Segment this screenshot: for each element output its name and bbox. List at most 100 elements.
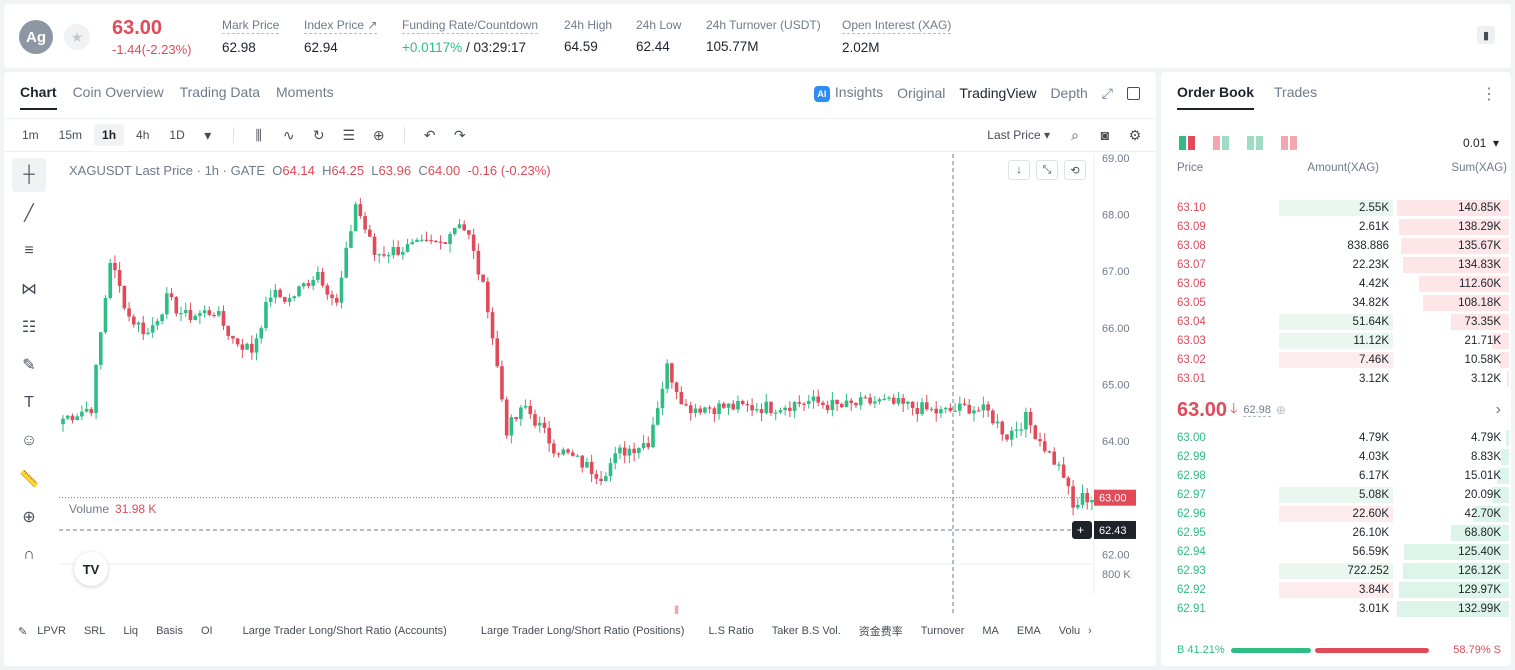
legend-symbol: XAGUSDT Last Price · 1h · GATE — [69, 163, 266, 178]
crosshair-icon[interactable]: ┼ — [12, 158, 46, 192]
templates-icon[interactable]: ☰ — [342, 126, 356, 143]
gear-icon[interactable]: ⚙ — [1128, 126, 1142, 143]
bid-row[interactable]: 62.95 26.10K 68.80K — [1161, 524, 1511, 543]
indicator-funding[interactable]: 资金费率 — [858, 626, 903, 638]
ask-row[interactable]: 63.08 838.886 135.67K — [1161, 237, 1511, 256]
candle-body — [722, 403, 726, 408]
indicator-lt-accounts[interactable]: Large Trader Long/Short Ratio (Accounts) — [242, 625, 447, 637]
indicator-basis[interactable]: Basis — [156, 625, 183, 637]
y-tick-label: 64.00 — [1102, 436, 1130, 448]
precision-select[interactable]: 0.01 ▾ — [1462, 136, 1499, 150]
chevron-right-icon[interactable]: › — [1088, 625, 1092, 637]
candlestick-chart[interactable]: 69.00 68.00 67.00 66.00 65.00 64.00 62.00 800 K… — [59, 154, 1154, 614]
replay-icon[interactable]: ↻ — [312, 126, 325, 143]
ask-row[interactable]: 63.10 2.55K 140.85K — [1161, 199, 1511, 218]
text-icon[interactable]: T — [24, 394, 34, 411]
view-tradingview[interactable]: TradingView — [959, 85, 1037, 101]
bid-row[interactable]: 62.93 722.252 126.12K — [1161, 562, 1511, 581]
view-depth[interactable]: Depth — [1050, 85, 1088, 101]
candle-type-icon[interactable]: ⫼ — [255, 126, 262, 143]
bid-row[interactable]: 62.96 22.60K 42.70K — [1161, 505, 1511, 524]
indicator-ma[interactable]: MA — [982, 625, 999, 637]
timeframe-4h[interactable]: 4h — [136, 128, 150, 142]
layout-asks-icon[interactable] — [1281, 136, 1297, 150]
bid-row[interactable]: 62.97 5.08K 20.09K — [1161, 486, 1511, 505]
bid-row[interactable]: 62.92 3.84K 129.97K — [1161, 581, 1511, 600]
ask-row[interactable]: 63.07 22.23K 134.83K — [1161, 256, 1511, 275]
channel-icon[interactable]: ≡ — [24, 242, 34, 259]
tradingview-logo-icon[interactable]: TV — [74, 552, 108, 586]
indicator-liq[interactable]: Liq — [123, 625, 139, 637]
ask-row[interactable]: 63.06 4.42K 112.60K — [1161, 275, 1511, 294]
ask-row[interactable]: 63.04 51.64K 73.35K — [1161, 313, 1511, 332]
collapse-icon[interactable]: ⤡ — [1036, 160, 1058, 180]
bid-row[interactable]: 63.00 4.79K 4.79K — [1161, 429, 1511, 448]
stat-open-interest[interactable]: Open Interest (XAG) 2.02M — [842, 18, 952, 55]
indicator-srl[interactable]: SRL — [83, 625, 106, 637]
indicator-lpvr[interactable]: LPVR — [37, 625, 66, 637]
indicator-oi[interactable]: OI — [200, 625, 213, 637]
mid-price-row[interactable]: 63.00 🡓 62.98 ⊕ › — [1177, 398, 1501, 422]
alert-add-icon[interactable]: ⊕ — [372, 126, 385, 143]
favorite-star-icon[interactable]: ★ — [64, 24, 90, 50]
timeframe-15m[interactable]: 15m — [58, 128, 83, 142]
indicator-taker-vol[interactable]: Taker B.S Vol. — [771, 625, 841, 637]
undo-icon[interactable]: ↶ — [423, 126, 436, 143]
indicator-ls-ratio[interactable]: L.S Ratio — [708, 625, 754, 637]
timeframe-dropdown-icon[interactable]: ▾ — [204, 126, 212, 143]
candle-body — [330, 294, 334, 298]
stat-funding-rate[interactable]: Funding Rate/Countdown +0.0117% / 03:29:… — [402, 18, 539, 55]
bid-row[interactable]: 62.94 56.59K 125.40K — [1161, 543, 1511, 562]
timeframe-1m[interactable]: 1m — [22, 128, 39, 142]
ask-row[interactable]: 63.09 2.61K 138.29K — [1161, 218, 1511, 237]
magnet-icon[interactable]: ∩ — [23, 546, 35, 563]
pencil-icon[interactable]: ✎ — [18, 625, 28, 638]
tab-moments[interactable]: Moments — [276, 84, 334, 100]
ask-row[interactable]: 63.05 34.82K 108.18K — [1161, 294, 1511, 313]
arrow-down-icon[interactable]: ↓ — [1008, 160, 1030, 180]
view-original[interactable]: Original — [897, 85, 946, 101]
indicator-ema[interactable]: EMA — [1016, 625, 1041, 637]
tab-trading-data[interactable]: Trading Data — [179, 84, 261, 100]
stat-index-price[interactable]: Index Price ↗ 62.94 — [304, 18, 378, 55]
emoji-icon[interactable]: ☺ — [20, 432, 38, 449]
indicator-turnover[interactable]: Turnover — [920, 625, 965, 637]
layout-both-icon[interactable] — [1179, 136, 1195, 150]
book-icon[interactable]: ▮ — [1477, 26, 1495, 44]
loop-icon[interactable]: ⟲ — [1064, 160, 1086, 180]
timeframe-1h[interactable]: 1h — [94, 124, 125, 146]
indicator-volume[interactable]: Volu — [1058, 625, 1081, 637]
ask-row[interactable]: 63.01 3.12K 3.12K — [1161, 370, 1511, 389]
stat-mark-price[interactable]: Mark Price 62.98 — [222, 18, 280, 55]
trendline-icon[interactable]: ╱ — [24, 205, 34, 222]
layout-pink-green-icon[interactable] — [1213, 136, 1229, 150]
redo-icon[interactable]: ↷ — [453, 126, 466, 143]
brush-icon[interactable]: ✎ — [22, 357, 36, 374]
timeframe-1d[interactable]: 1D — [169, 128, 185, 142]
indicator-lt-positions[interactable]: Large Trader Long/Short Ratio (Positions… — [480, 625, 685, 637]
more-icon[interactable]: ⋮ — [1481, 86, 1497, 103]
chevron-right-icon[interactable]: › — [1495, 401, 1501, 418]
tab-coin-overview[interactable]: Coin Overview — [72, 84, 164, 100]
bid-row[interactable]: 62.98 6.17K 15.01K — [1161, 467, 1511, 486]
tab-order-book[interactable]: Order Book — [1177, 84, 1255, 110]
fib-icon[interactable]: ☷ — [21, 319, 37, 336]
bid-row[interactable]: 62.99 4.03K 8.83K — [1161, 448, 1511, 467]
camera-icon[interactable]: ◙ — [1100, 127, 1110, 143]
insights-button[interactable]: AI Insights — [813, 84, 883, 102]
candle-body — [608, 463, 613, 477]
ask-row[interactable]: 63.03 11.12K 21.71K — [1161, 332, 1511, 351]
search-icon[interactable]: ⌕ — [1071, 126, 1079, 143]
bid-row[interactable]: 62.91 3.01K 132.99K — [1161, 600, 1511, 619]
layout-bids-icon[interactable] — [1247, 136, 1263, 150]
ask-row[interactable]: 63.02 7.46K 10.58K — [1161, 351, 1511, 370]
price-type-select[interactable]: Last Price ▾ — [987, 128, 1050, 142]
expand-icon[interactable]: ⤢ — [1101, 84, 1113, 101]
tab-trades[interactable]: Trades — [1274, 84, 1318, 100]
tab-chart[interactable]: Chart — [20, 84, 57, 110]
ruler-icon[interactable]: 📏 — [19, 471, 39, 488]
window-icon[interactable] — [1127, 86, 1140, 100]
zoom-icon[interactable]: ⊕ — [22, 509, 36, 526]
indicators-icon[interactable]: ∿ — [282, 126, 295, 143]
pattern-icon[interactable]: ⋈ — [21, 281, 37, 298]
